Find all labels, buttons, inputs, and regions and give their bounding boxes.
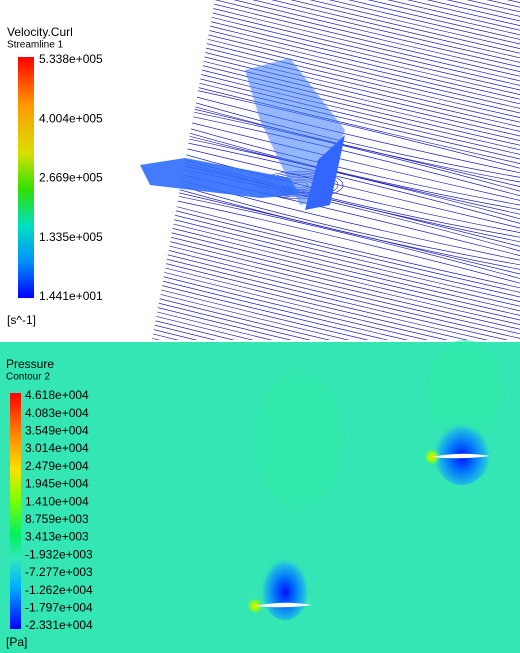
legend-label: -1.262e+004 (25, 583, 93, 597)
streamline (152, 227, 520, 316)
streamline (152, 0, 520, 45)
streamline (152, 0, 520, 68)
streamline (152, 190, 520, 279)
legend-label: 1.945e+004 (25, 477, 89, 491)
streamline (152, 0, 520, 13)
airfoil (432, 453, 490, 459)
streamline (152, 199, 520, 289)
streamline (152, 208, 520, 298)
legend-label: -1.932e+003 (25, 547, 93, 561)
streamline (152, 0, 520, 49)
streamline (152, 217, 520, 307)
legend-label: 3.014e+004 (25, 441, 89, 455)
streamline (152, 286, 520, 340)
legend-label: -7.277e+003 (25, 565, 93, 579)
streamline (152, 0, 520, 36)
colorbar (10, 393, 21, 629)
legend-label: -1.797e+004 (25, 600, 93, 614)
streamline (152, 309, 520, 340)
low-pressure (432, 415, 492, 485)
streamline (152, 0, 520, 17)
legend-label: 8.759e+003 (25, 512, 89, 526)
streamline (152, 273, 520, 340)
streamline (152, 222, 520, 312)
colorbar (18, 57, 34, 298)
winglet (305, 135, 345, 210)
streamline (152, 0, 520, 63)
low-pressure (260, 550, 310, 620)
streamline (152, 282, 520, 340)
wing (140, 158, 300, 198)
streamline (152, 268, 520, 340)
legend-label: 5.338e+005 (39, 52, 103, 66)
airfoil (255, 602, 312, 608)
streamline (152, 0, 520, 31)
legend-unit: [Pa] (6, 635, 27, 649)
legend-label: -2.331e+004 (25, 618, 93, 632)
streamline (152, 314, 520, 340)
legend-subtitle: Contour 2 (6, 372, 50, 383)
streamline (152, 245, 520, 335)
streamline (152, 0, 520, 59)
streamline (152, 0, 520, 72)
streamline (152, 185, 520, 275)
streamline (152, 240, 520, 330)
streamline (152, 263, 520, 340)
streamline (152, 277, 520, 340)
legend-title: Pressure (6, 357, 54, 371)
legend-title: Velocity.Curl (7, 25, 73, 39)
legend-label: 1.441e+001 (39, 289, 103, 303)
streamline (152, 0, 520, 40)
contour-band (425, 340, 505, 440)
legend-label: 3.549e+004 (25, 424, 89, 438)
streamline (152, 319, 520, 340)
legend-labels: 4.618e+004 4.083e+004 3.549e+004 3.014e+004… (25, 388, 93, 632)
legend-labels: 5.338e+005 4.004e+005 2.669e+005 1.335e+005… (39, 52, 103, 303)
legend-label: 1.410e+004 (25, 494, 89, 508)
legend-label: 4.618e+004 (25, 388, 89, 402)
streamline (152, 194, 520, 284)
streamline (152, 0, 520, 22)
legend-subtitle: Streamline 1 (7, 40, 64, 51)
streamline (152, 305, 520, 340)
legend-unit: [s^-1] (7, 313, 36, 327)
streamline (152, 254, 520, 340)
streamline (152, 236, 520, 325)
streamline (152, 259, 520, 340)
legend-label: 1.335e+005 (39, 230, 103, 244)
streamline (152, 0, 520, 54)
streamline (152, 213, 520, 302)
streamline (152, 0, 520, 26)
streamline (152, 250, 520, 339)
streamline (152, 300, 520, 340)
streamline (152, 291, 520, 340)
streamline (152, 323, 520, 340)
legend-label: 2.669e+005 (39, 171, 103, 185)
legend-label: 4.004e+005 (39, 111, 103, 125)
streamline (152, 204, 520, 293)
legend-label: 4.083e+004 (25, 406, 89, 420)
streamline (152, 176, 520, 266)
legend-label: 2.479e+004 (25, 459, 89, 473)
streamline (152, 296, 520, 340)
streamline (152, 231, 520, 321)
contour-band (255, 370, 345, 510)
legend-label: 3.413e+003 (25, 530, 89, 544)
